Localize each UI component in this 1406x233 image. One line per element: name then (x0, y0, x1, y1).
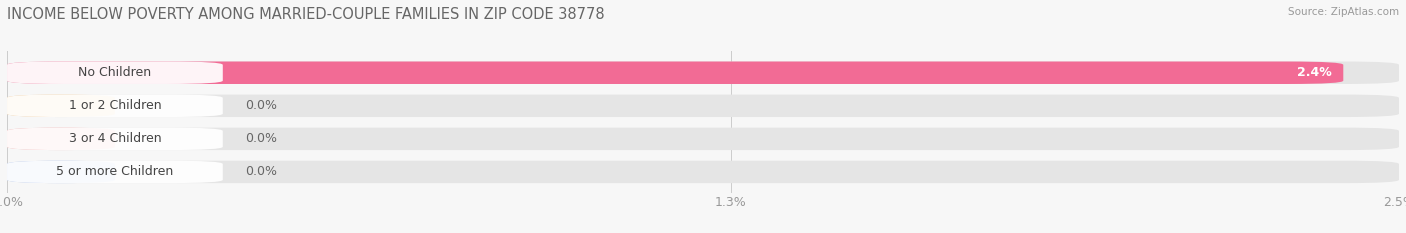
Text: 0.0%: 0.0% (245, 132, 277, 145)
Text: No Children: No Children (79, 66, 152, 79)
FancyBboxPatch shape (7, 62, 222, 84)
Text: 0.0%: 0.0% (245, 165, 277, 178)
Text: 5 or more Children: 5 or more Children (56, 165, 173, 178)
Text: 1 or 2 Children: 1 or 2 Children (69, 99, 162, 112)
FancyBboxPatch shape (7, 161, 1399, 183)
FancyBboxPatch shape (7, 161, 222, 183)
FancyBboxPatch shape (7, 128, 222, 150)
Text: 3 or 4 Children: 3 or 4 Children (69, 132, 162, 145)
Text: 0.0%: 0.0% (245, 99, 277, 112)
FancyBboxPatch shape (7, 62, 1343, 84)
Text: INCOME BELOW POVERTY AMONG MARRIED-COUPLE FAMILIES IN ZIP CODE 38778: INCOME BELOW POVERTY AMONG MARRIED-COUPL… (7, 7, 605, 22)
FancyBboxPatch shape (7, 95, 1399, 117)
FancyBboxPatch shape (7, 62, 1399, 84)
FancyBboxPatch shape (7, 161, 115, 183)
Text: 2.4%: 2.4% (1298, 66, 1331, 79)
FancyBboxPatch shape (7, 95, 222, 117)
FancyBboxPatch shape (7, 95, 115, 117)
FancyBboxPatch shape (7, 128, 115, 150)
Text: Source: ZipAtlas.com: Source: ZipAtlas.com (1288, 7, 1399, 17)
FancyBboxPatch shape (7, 128, 1399, 150)
